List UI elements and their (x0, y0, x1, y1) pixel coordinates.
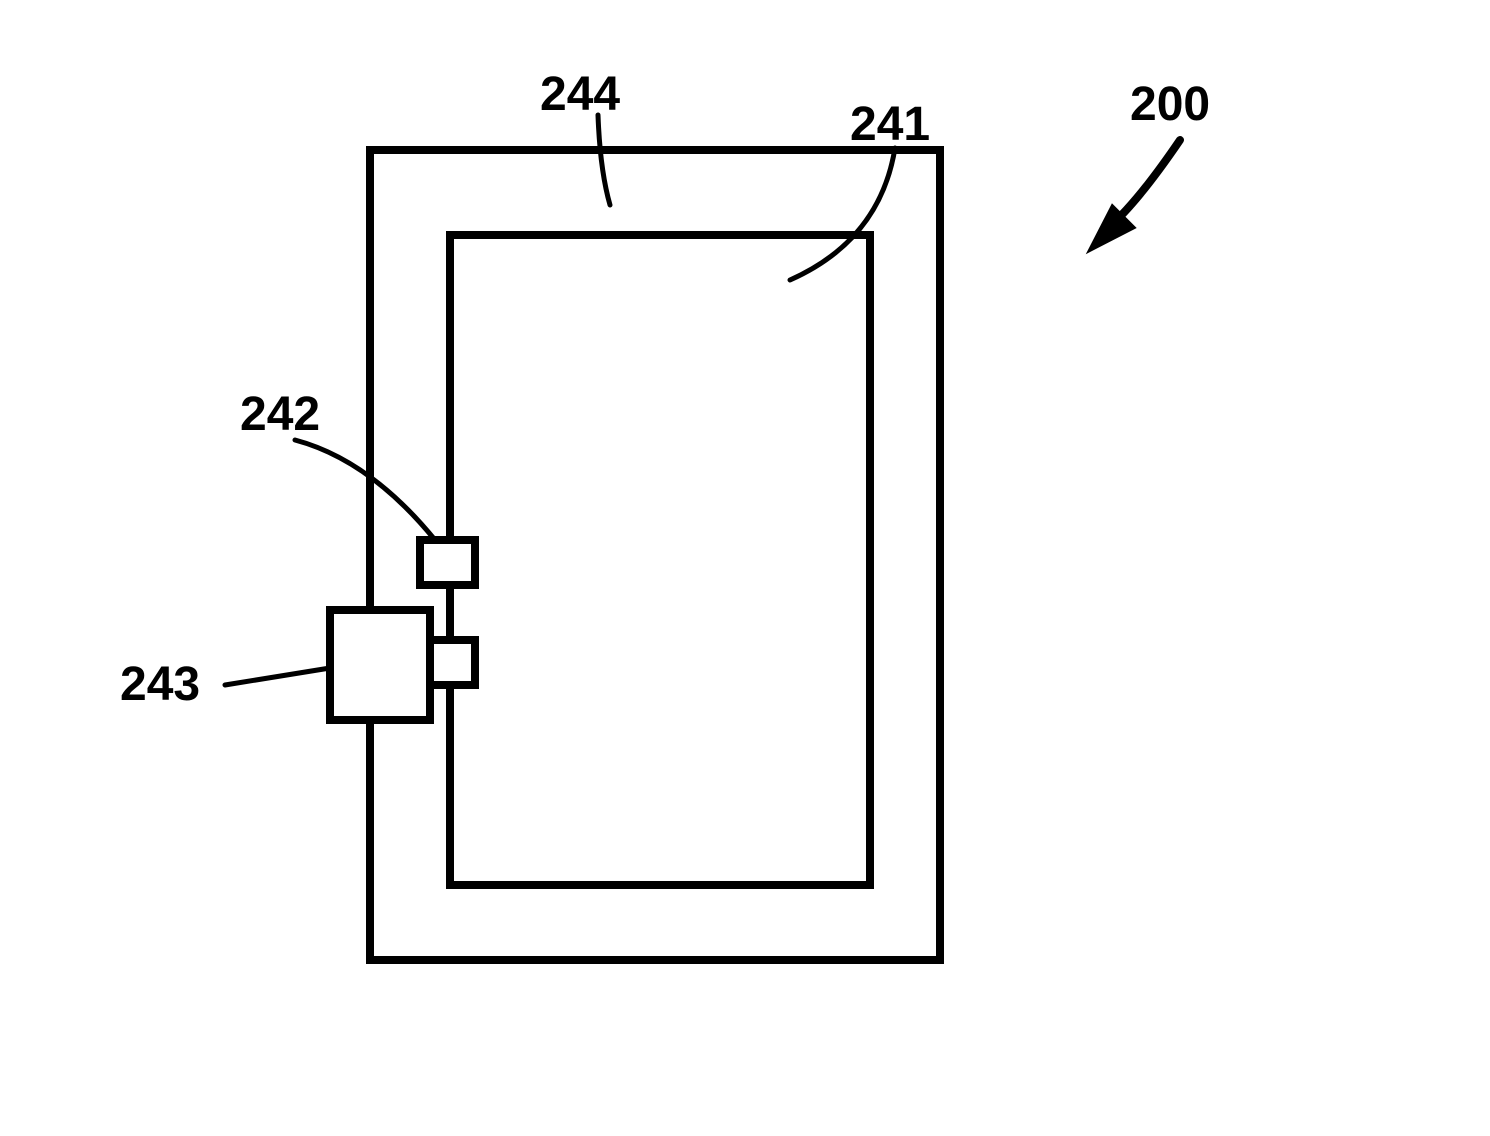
upper-small-box (420, 540, 475, 585)
label-upper: 242 (240, 388, 320, 441)
label-assembly: 200 (1130, 78, 1210, 131)
diagram-canvas: 200 244 241 242 243 (0, 0, 1490, 1136)
label-lower: 243 (120, 658, 200, 711)
label-inner: 241 (850, 98, 930, 151)
label-outer: 244 (540, 68, 620, 121)
leader-upper (295, 440, 435, 540)
lower-main-box (330, 610, 430, 720)
leader-inner (790, 148, 895, 280)
assembly-arrow (1095, 140, 1180, 245)
leader-lower (225, 668, 330, 685)
leader-outer (598, 115, 610, 205)
inner-rect (450, 235, 870, 885)
